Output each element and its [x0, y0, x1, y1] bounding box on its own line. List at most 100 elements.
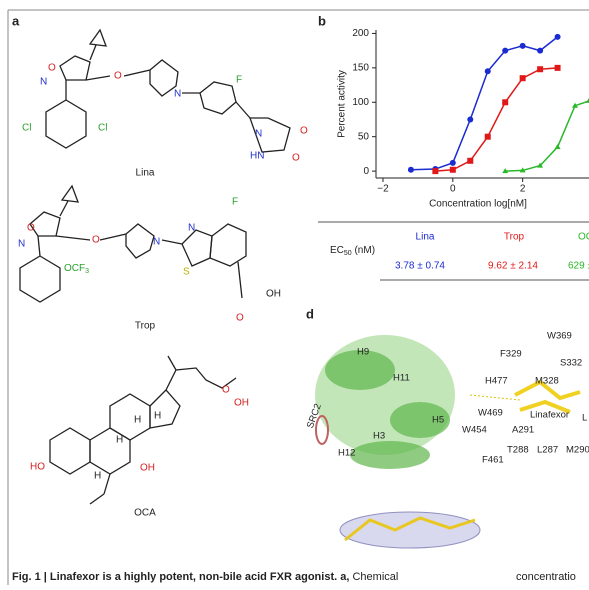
data-point [554, 144, 561, 150]
residue-label: T288 [507, 445, 529, 456]
x-tick-label: 2 [520, 184, 526, 195]
atom: OH [266, 289, 281, 300]
table-header: OCA [578, 232, 589, 243]
atom: F [232, 197, 238, 208]
y-axis-title: Percent activity [337, 70, 348, 138]
data-point [554, 33, 561, 40]
residue-label: F329 [500, 349, 522, 360]
y-tick-label: 150 [352, 63, 369, 74]
structure-name: OCA [134, 508, 156, 519]
data-point [449, 159, 456, 166]
atom: O [292, 153, 300, 164]
atom: OCF3 [64, 263, 89, 275]
atom: O [48, 63, 56, 74]
residue-label: W369 [547, 331, 572, 342]
atom: N [188, 223, 195, 234]
atom: O [300, 126, 308, 137]
residue-label: H9 [357, 347, 369, 358]
panel-label: d [306, 306, 314, 321]
data-point [519, 42, 526, 49]
data-point [502, 47, 509, 54]
atom: N [40, 77, 47, 88]
caption-title: Fig. 1 | Linafexor is a highly potent, n… [12, 571, 337, 583]
data-point [502, 99, 509, 106]
residue-label: S332 [560, 358, 582, 369]
atom: N [18, 239, 25, 250]
x-tick-label: −2 [377, 184, 389, 195]
panel-label: b [318, 13, 326, 28]
structure-lina [45, 28, 291, 153]
atom: OH [140, 463, 155, 474]
atom: 3 [85, 268, 89, 275]
table-value: 3.78 ± 0.74 [395, 261, 445, 272]
structure-name: Trop [135, 321, 156, 332]
atom: N [153, 237, 160, 248]
residue-label: H12 [338, 448, 355, 459]
structure-name: Lina [136, 168, 155, 179]
table-value: 629 ± [568, 261, 589, 272]
atom: H [134, 415, 141, 426]
data-point [537, 47, 544, 54]
atom: H [116, 435, 123, 446]
atom: N [255, 129, 262, 140]
residue-label: M328 [535, 376, 559, 387]
y-tick-label: 50 [358, 131, 370, 142]
data-point [537, 162, 544, 168]
residue-label: W454 [462, 425, 487, 436]
atom: O [236, 313, 244, 324]
data-point [467, 116, 474, 123]
caption-panel: a, [340, 571, 349, 583]
atom: F [236, 75, 242, 86]
residue-label: M290 [566, 445, 589, 456]
table-value: 9.62 ± 2.14 [488, 261, 538, 272]
data-point [467, 157, 474, 164]
residue-label: Linafexor [530, 410, 569, 421]
table-header: Lina [416, 232, 435, 243]
data-point [502, 168, 509, 174]
residue-label: W469 [478, 408, 503, 419]
residue-label: H3 [373, 431, 385, 442]
atom: N [174, 89, 181, 100]
table-row-label: EC50 (nM) [330, 245, 375, 257]
atom: O [222, 385, 230, 396]
data-point [432, 168, 439, 175]
data-point [572, 102, 579, 108]
atom: H [154, 411, 161, 422]
residue-label: F461 [482, 455, 504, 466]
y-tick-label: 200 [352, 28, 369, 39]
residue-label: H11 [393, 373, 410, 384]
caption: Fig. 1 | Linafexor is a highly potent, n… [12, 571, 398, 583]
atom: H [94, 471, 101, 482]
y-tick-label: 100 [352, 97, 369, 108]
data-point [554, 64, 561, 71]
table-row-label: EC [330, 245, 344, 256]
data-point [586, 97, 589, 103]
residue-label: L287 [537, 445, 558, 456]
residue-label: L [582, 413, 587, 424]
table-row-label: 50 [344, 250, 352, 257]
structure-oca [49, 355, 237, 505]
caption-text: Chemical [352, 571, 398, 583]
residue-label: A291 [512, 425, 534, 436]
protein-structure [315, 335, 581, 549]
atom: OH [234, 398, 249, 409]
atom: O [92, 235, 100, 246]
data-point [449, 166, 456, 173]
atom: O [27, 223, 35, 234]
series-line [505, 100, 589, 172]
data-point [484, 68, 491, 75]
x-tick-label: 0 [450, 184, 456, 195]
residue-label: H5 [432, 415, 444, 426]
atom: OCF [64, 263, 85, 274]
structure-trop [19, 184, 247, 303]
atom: O [114, 71, 122, 82]
atom: S [183, 267, 190, 278]
panel-label: a [12, 13, 20, 28]
series-line [410, 36, 559, 171]
data-point [484, 133, 491, 140]
y-tick-label: 0 [363, 166, 369, 177]
data-point [537, 66, 544, 73]
table-header: Trop [504, 232, 525, 243]
